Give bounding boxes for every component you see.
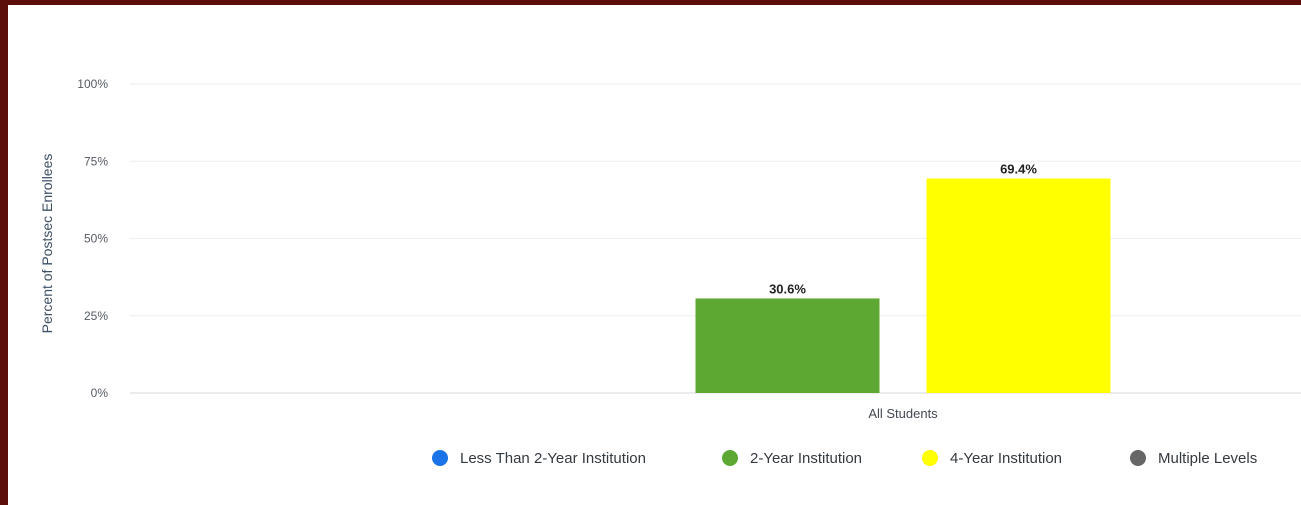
legend-marker [1130,450,1146,466]
y-axis-title: Percent of Postsec Enrollees [39,154,55,334]
legend-label: Less Than 2-Year Institution [460,450,646,467]
y-tick-label: 0% [91,386,109,400]
legend-label: 2-Year Institution [750,450,862,467]
bar-chart: 0% 25% 50% 75% 100% Percent of Postsec Enroll… [39,77,1301,467]
legend-marker [432,450,448,466]
x-category-label: All Students [868,406,938,421]
legend-label: Multiple Levels [1158,450,1257,467]
legend-label: 4-Year Institution [950,450,1062,467]
legend-marker [922,450,938,466]
bar-4-year-institution [926,178,1111,393]
data-label: 30.6% [769,281,806,296]
bar-2-year-institution [695,298,880,393]
legend-marker [722,450,738,466]
data-label: 69.4% [1000,162,1037,177]
y-tick-label: 25% [84,309,108,323]
y-tick-label: 50% [84,232,108,246]
y-tick-label: 100% [77,77,108,91]
y-tick-label: 75% [84,154,108,168]
